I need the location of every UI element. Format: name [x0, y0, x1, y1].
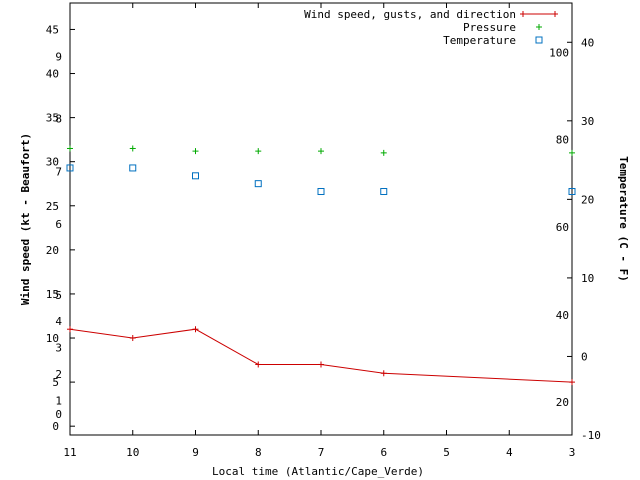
legend-label: Temperature [443, 34, 516, 47]
beaufort-tick-label: 6 [55, 218, 62, 231]
wind-tick-label: 40 [46, 68, 59, 81]
x-tick-label: 6 [380, 446, 387, 459]
x-tick-label: 11 [63, 446, 76, 459]
y2-axis-label: Temperature (C - F) [617, 156, 630, 282]
pressure-point [130, 145, 136, 151]
plot-frame [70, 3, 572, 435]
legend-label: Pressure [463, 21, 516, 34]
beaufort-tick-label: 8 [55, 112, 62, 125]
celsius-tick-label: 10 [581, 272, 594, 285]
fahrenheit-tick-label: 100 [549, 47, 569, 60]
beaufort-tick-label: 7 [55, 165, 62, 178]
x-tick-label: 7 [318, 446, 325, 459]
fahrenheit-tick-label: 20 [556, 396, 569, 409]
y-axis-label: Wind speed (kt - Beaufort) [19, 133, 32, 305]
x-tick-label: 8 [255, 446, 262, 459]
legend-swatch-wind-end [552, 11, 558, 17]
beaufort-tick-label: 4 [55, 315, 62, 328]
temperature-point [255, 181, 261, 187]
celsius-tick-label: 20 [581, 193, 594, 206]
wind-speed-point [381, 370, 387, 376]
pressure-point [318, 148, 324, 154]
fahrenheit-tick-label: 60 [556, 221, 569, 234]
beaufort-tick-label: 3 [55, 342, 62, 355]
series-layer [67, 145, 575, 385]
legend-label: Wind speed, gusts, and direction [304, 8, 516, 21]
wind-speed-point [193, 326, 199, 332]
x-tick-label: 10 [126, 446, 139, 459]
x-tick-label: 9 [192, 446, 199, 459]
x-axis-label: Local time (Atlantic/Cape_Verde) [212, 465, 424, 478]
wind-speed-point [569, 379, 575, 385]
pressure-point [67, 145, 73, 151]
wind-tick-label: 0 [52, 420, 59, 433]
x-tick-label: 4 [506, 446, 513, 459]
temperature-point [193, 173, 199, 179]
legend: Wind speed, gusts, and directionPressure… [304, 8, 558, 47]
pressure-point [193, 148, 199, 154]
wind-speed-point [130, 335, 136, 341]
wind-speed-point [255, 361, 261, 367]
beaufort-tick-label: 5 [55, 289, 62, 302]
wind-tick-label: 45 [46, 23, 59, 36]
wind-tick-label: 20 [46, 244, 59, 257]
x-tick-label: 3 [569, 446, 576, 459]
beaufort-tick-label: 1 [55, 395, 62, 408]
pressure-point [569, 150, 575, 156]
beaufort-tick-label: 2 [55, 368, 62, 381]
fahrenheit-tick-label: 80 [556, 134, 569, 147]
celsius-tick-label: 40 [581, 36, 594, 49]
x-tick-label: 5 [443, 446, 450, 459]
wind-speed-point [318, 361, 324, 367]
legend-swatch-pressure [536, 24, 542, 30]
legend-swatch-temperature [536, 37, 542, 43]
temperature-point [318, 189, 324, 195]
celsius-tick-label: 0 [581, 350, 588, 363]
weather-chart: 11 10 9 8 7 6 5 4 30510152025303540450123456789-… [0, 0, 640, 480]
pressure-point [381, 150, 387, 156]
ticks-layer: 11 10 9 8 7 6 5 4 30510152025303540450123456789-… [46, 3, 601, 459]
fahrenheit-tick-label: 40 [556, 309, 569, 322]
beaufort-tick-label: 9 [55, 51, 62, 64]
celsius-tick-label: 30 [581, 115, 594, 128]
wind-tick-label: 25 [46, 200, 59, 213]
legend-swatch-wind-end [520, 11, 526, 17]
wind-speed-line [70, 329, 572, 382]
wind-speed-point [67, 326, 73, 332]
celsius-tick-label: -10 [581, 429, 601, 442]
beaufort-tick-label: 0 [55, 408, 62, 421]
pressure-point [255, 148, 261, 154]
temperature-point [130, 165, 136, 171]
temperature-point [381, 189, 387, 195]
